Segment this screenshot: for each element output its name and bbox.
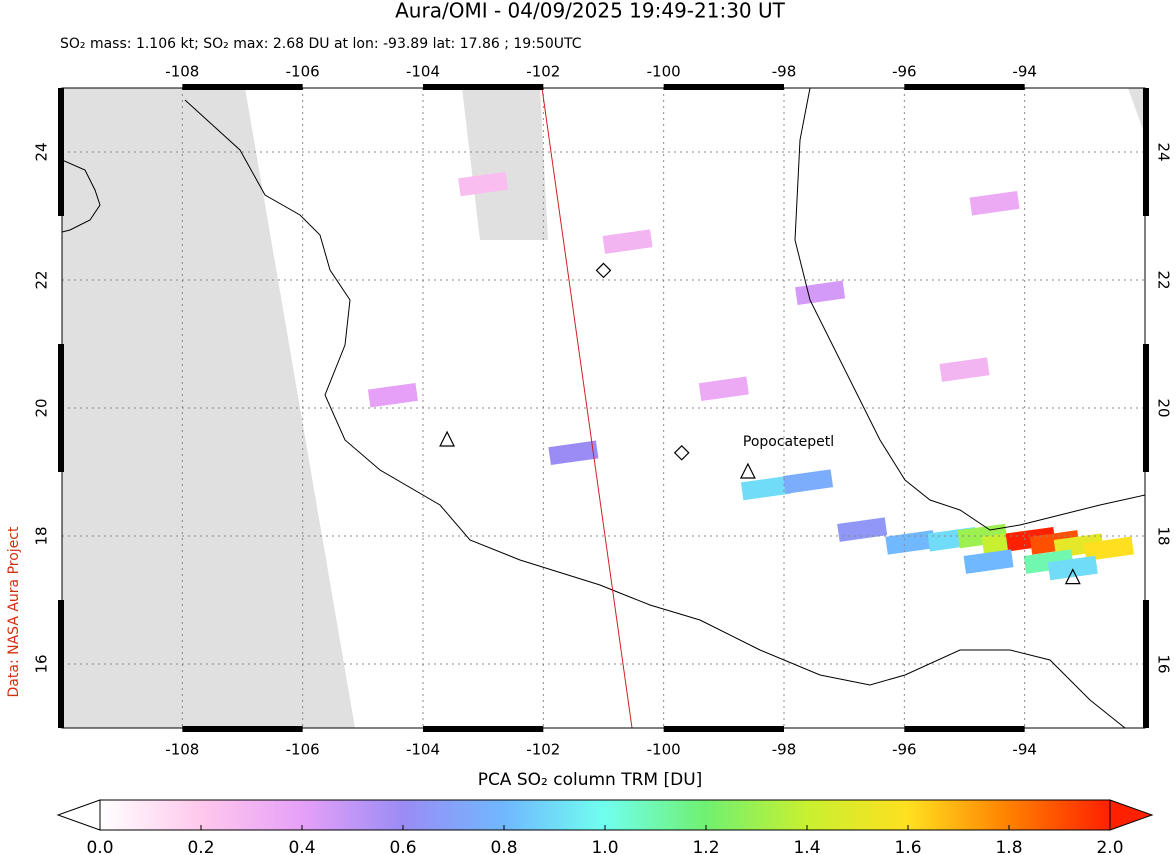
lon-tick-label: -100 bbox=[647, 63, 681, 81]
frame-bar bbox=[182, 726, 303, 732]
credit: Data: NASA Aura Project bbox=[6, 526, 22, 697]
frame-bar bbox=[182, 84, 303, 90]
colorbar-tick-label: 0.2 bbox=[187, 838, 214, 855]
colorbar-tick-label: 0.6 bbox=[389, 838, 416, 855]
frame-bar bbox=[904, 84, 1025, 90]
no-data bbox=[462, 88, 548, 240]
coastline bbox=[794, 88, 1145, 531]
volcano-marker bbox=[595, 262, 612, 279]
colorbar-title: PCA SO₂ column TRM [DU] bbox=[478, 770, 703, 790]
so2-pixel bbox=[367, 382, 418, 408]
lat-tick-label: 20 bbox=[1155, 398, 1173, 417]
so2-pixel bbox=[1047, 555, 1098, 581]
colorbar-over bbox=[1109, 799, 1154, 831]
lon-tick-label: -94 bbox=[1012, 741, 1037, 759]
colorbar-under bbox=[56, 799, 101, 831]
so2-pixel bbox=[458, 171, 509, 197]
volcano-marker bbox=[673, 444, 690, 461]
lon-tick-label: -98 bbox=[772, 741, 797, 759]
orbit-edge bbox=[541, 88, 633, 728]
lon-tick-label: -106 bbox=[286, 741, 320, 759]
colorbar-tick-label: 1.0 bbox=[591, 838, 618, 855]
frame-bar bbox=[58, 344, 64, 472]
colorbar-tick-label: 1.6 bbox=[894, 838, 921, 855]
frame-bar bbox=[1143, 344, 1149, 472]
subtitle: SO₂ mass: 1.106 kt; SO₂ max: 2.68 DU at … bbox=[60, 36, 582, 52]
lon-tick-label: -104 bbox=[406, 63, 440, 81]
lat-tick-label: 18 bbox=[33, 526, 51, 545]
coastline bbox=[184, 99, 1126, 728]
lon-tick-label: -108 bbox=[165, 63, 199, 81]
lat-tick-label: 22 bbox=[33, 270, 51, 289]
volcano-marker bbox=[1064, 568, 1081, 585]
so2-pixel bbox=[939, 357, 990, 382]
so2-pixel bbox=[602, 229, 653, 254]
lat-tick-label: 16 bbox=[33, 654, 51, 673]
lat-tick-label: 18 bbox=[1155, 526, 1173, 545]
coastline bbox=[62, 159, 101, 233]
lat-tick-label: 24 bbox=[1155, 142, 1173, 161]
colorbar-tick-label: 1.2 bbox=[692, 838, 719, 855]
lat-tick-label: 16 bbox=[1155, 654, 1173, 673]
colorbar bbox=[99, 799, 1111, 831]
volcano-label: Popocatepetl bbox=[743, 434, 834, 450]
map-area: Popocatepetl bbox=[62, 88, 1145, 728]
lon-tick-label: -102 bbox=[526, 63, 560, 81]
lon-tick-label: -96 bbox=[892, 741, 917, 759]
no-data bbox=[1128, 88, 1145, 135]
so2-pixel bbox=[548, 440, 599, 466]
frame-bar bbox=[58, 600, 64, 728]
so2-pixel bbox=[1083, 536, 1134, 562]
so2-pixel bbox=[795, 280, 846, 306]
lon-tick-label: -104 bbox=[406, 741, 440, 759]
colorbar-tick-label: 0.8 bbox=[490, 838, 517, 855]
lon-tick-label: -106 bbox=[286, 63, 320, 81]
so2-pixel bbox=[963, 549, 1014, 574]
so2-pixel bbox=[698, 376, 749, 402]
frame-bar bbox=[663, 726, 784, 732]
volcano-marker bbox=[739, 462, 756, 479]
lon-tick-label: -102 bbox=[526, 741, 560, 759]
lon-tick-label: -100 bbox=[647, 741, 681, 759]
colorbar-tick-label: 1.4 bbox=[793, 838, 820, 855]
lat-tick-label: 20 bbox=[33, 398, 51, 417]
lon-tick-label: -94 bbox=[1012, 63, 1037, 81]
frame-bar bbox=[58, 88, 64, 216]
no-data bbox=[62, 88, 355, 728]
frame-bar bbox=[423, 84, 544, 90]
volcano-marker bbox=[439, 430, 456, 447]
so2-pixel bbox=[969, 190, 1020, 216]
colorbar-tick-label: 0.0 bbox=[86, 838, 113, 855]
colorbar-tick-label: 0.4 bbox=[288, 838, 315, 855]
frame-bar bbox=[663, 84, 784, 90]
frame-bar bbox=[423, 726, 544, 732]
so2-pixel bbox=[740, 475, 791, 501]
frame-bar bbox=[1143, 600, 1149, 728]
lat-tick-label: 24 bbox=[33, 142, 51, 161]
colorbar-tick-label: 1.8 bbox=[995, 838, 1022, 855]
frame-bar bbox=[904, 726, 1025, 732]
title: Aura/OMI - 04/09/2025 19:49-21:30 UT bbox=[395, 0, 786, 23]
lon-tick-label: -98 bbox=[772, 63, 797, 81]
lat-tick-label: 22 bbox=[1155, 270, 1173, 289]
lon-tick-label: -96 bbox=[892, 63, 917, 81]
so2-pixel bbox=[783, 469, 834, 494]
frame-bar bbox=[1143, 88, 1149, 216]
lon-tick-label: -108 bbox=[165, 741, 199, 759]
colorbar-tick-label: 2.0 bbox=[1096, 838, 1123, 855]
